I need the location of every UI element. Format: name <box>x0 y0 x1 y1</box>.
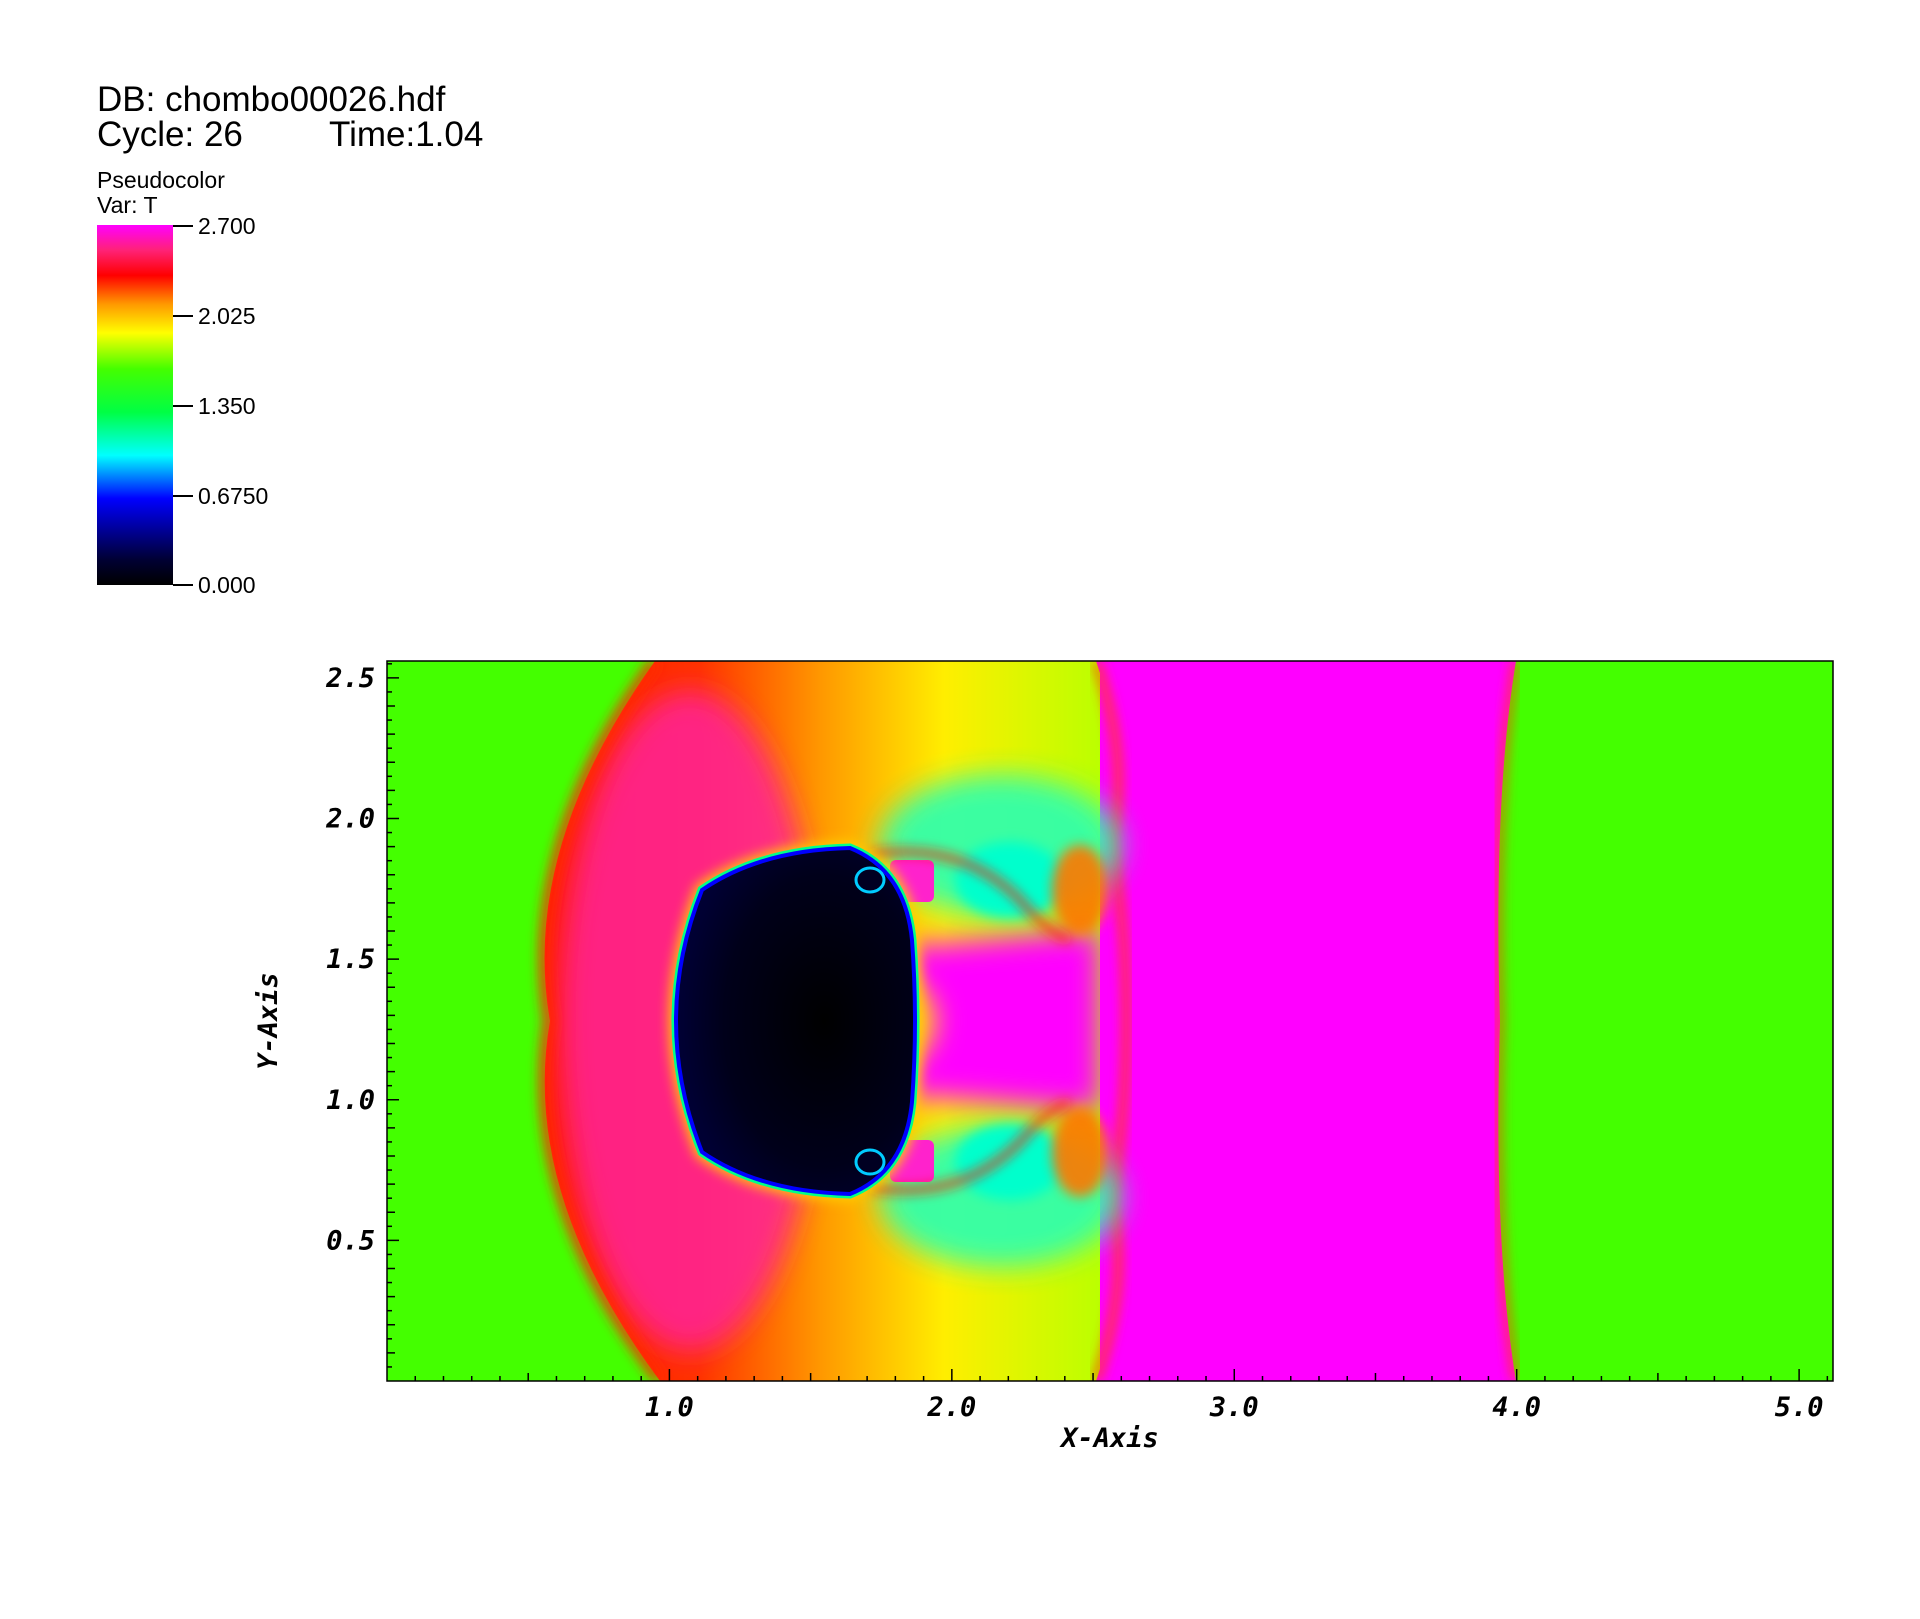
cycle-label: Cycle: 26 <box>97 115 243 154</box>
colorbar-tick-mark <box>173 495 193 497</box>
time-label: Time:1.04 <box>329 115 484 154</box>
y-tick-label: 1.0 <box>326 1085 375 1116</box>
y-tick-label: 2.0 <box>325 804 375 835</box>
y-axis-tick-labels: 0.5 1.0 1.5 2.0 2.5 <box>325 663 375 1257</box>
legend-variable: Var: T <box>97 192 158 218</box>
x-axis-ticks <box>414 1369 1829 1381</box>
y-tick-label: 1.5 <box>326 944 375 975</box>
x-tick-label: 2.0 <box>926 1392 976 1423</box>
x-tick-label: 1.0 <box>645 1392 694 1423</box>
colorbar <box>97 225 173 585</box>
x-axis-title: X-Axis <box>1059 1423 1159 1454</box>
colorbar-tick-mark <box>173 405 193 407</box>
x-tick-label: 3.0 <box>1209 1392 1259 1423</box>
colorbar-tick-mark <box>173 584 193 586</box>
plot-frame <box>386 660 1834 1382</box>
colorbar-label-min: 0.000 <box>198 572 256 598</box>
colorbar-tick-mark <box>173 225 193 227</box>
database-label: DB: chombo00026.hdf <box>97 80 446 119</box>
heatmap-field <box>387 661 1833 1381</box>
colorbar-label: 2.025 <box>198 303 256 329</box>
cycle-time-line: Cycle: 26 Time:1.04 <box>97 115 483 154</box>
x-tick-label: 5.0 <box>1775 1392 1824 1423</box>
colorbar-tick-mark <box>173 315 193 317</box>
y-tick-label: 0.5 <box>326 1225 375 1256</box>
colorbar-label-max: 2.700 <box>198 213 256 239</box>
x-axis-tick-labels: 1.0 2.0 3.0 4.0 5.0 <box>645 1392 1823 1423</box>
x-tick-label: 4.0 <box>1492 1392 1541 1423</box>
colorbar-label: 0.6750 <box>198 483 269 509</box>
y-axis-title: Y-Axis <box>253 972 284 1070</box>
y-tick-label: 2.5 <box>325 663 375 694</box>
y-axis-ticks <box>387 663 399 1368</box>
colorbar-label: 1.350 <box>198 393 256 419</box>
legend-plot-type: Pseudocolor <box>97 167 225 193</box>
